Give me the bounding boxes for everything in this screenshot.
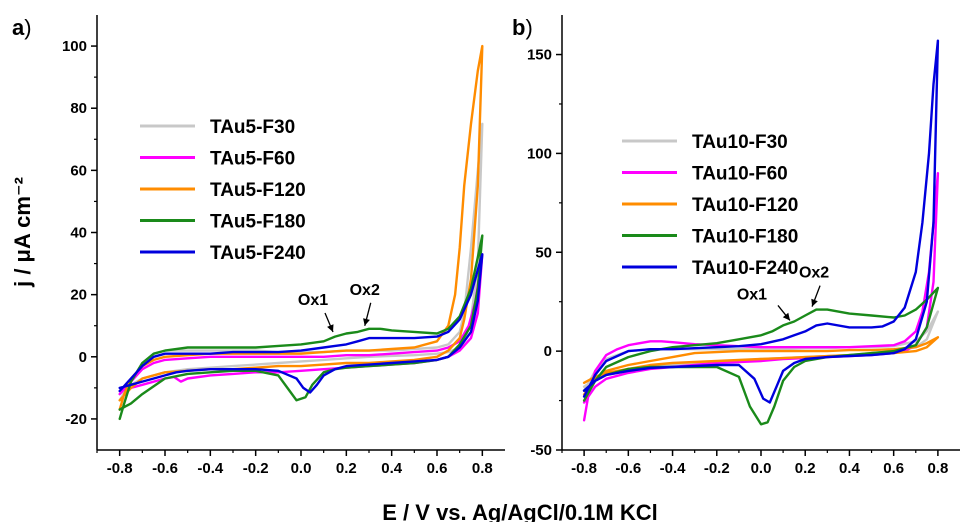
panel-b: -50 0 50 100 150 -0.8 -0.6 -0.4 -0.2 0.0 0.2 0.4 0.6…: [512, 15, 960, 477]
x-tick-label: 0.0: [751, 460, 772, 477]
legend-label: TAu5-F60: [210, 149, 295, 170]
panel-label: a): [12, 15, 32, 40]
annotation-label: Ox2: [350, 282, 380, 299]
x-tick-label: -0.8: [107, 460, 133, 477]
y-tick-label: 80: [70, 100, 87, 117]
plot-area: [118, 44, 484, 421]
annotation-arrowhead: [327, 324, 334, 332]
x-tick-label: -0.8: [571, 460, 597, 477]
legend-label: TAu10-F60: [692, 164, 788, 185]
x-tick-label: -0.6: [615, 460, 641, 477]
x-tick-label: 0.0: [291, 460, 312, 477]
annotation-label: Ox1: [298, 292, 328, 309]
y-axis-title: j / μA cm⁻²: [10, 177, 35, 288]
x-tick-label: 0.4: [381, 460, 403, 477]
x-tick-label: -0.2: [704, 460, 730, 477]
legend-label: TAu5-F240: [210, 243, 306, 264]
legend-label: TAu10-F240: [692, 258, 798, 279]
legend-label: TAu10-F120: [692, 195, 798, 216]
y-tick-label: -50: [530, 442, 552, 459]
annotation-arrowhead: [782, 312, 790, 321]
series-line: [582, 336, 940, 396]
series-line: [582, 286, 940, 426]
legend-label: TAu5-F180: [210, 212, 306, 233]
y-tick-label: 0: [544, 343, 552, 360]
x-tick-label: -0.2: [243, 460, 269, 477]
y-tick-label: 20: [70, 287, 87, 304]
x-tick-label: 0.8: [927, 460, 948, 477]
legend-label: TAu5-F120: [210, 180, 306, 201]
y-tick-label: 50: [535, 244, 552, 261]
y-tick-label: -20: [65, 411, 87, 428]
y-tick-label: 100: [62, 38, 87, 55]
plot-area: [582, 39, 940, 426]
x-tick-label: 0.4: [839, 460, 861, 477]
x-axis-title: E / V vs. Ag/AgCl/0.1M KCl: [382, 500, 657, 522]
y-tick-label: 60: [70, 162, 87, 179]
x-tick-label: 0.2: [795, 460, 816, 477]
series-line: [118, 234, 484, 421]
series-line: [582, 39, 940, 404]
x-tick-label: -0.4: [197, 460, 224, 477]
x-tick-label: -0.4: [660, 460, 687, 477]
y-tick-label: 0: [79, 349, 87, 366]
annotation-arrowhead: [363, 318, 370, 326]
panel-a: -20 0 20 40 60 80 100 -0.8 -0.6 -0.4 -0.2 0.0 0.2 0.4…: [12, 15, 505, 477]
series-line: [118, 253, 484, 394]
legend-label: TAu5-F30: [210, 117, 295, 138]
legend-label: TAu10-F30: [692, 132, 788, 153]
x-tick-label: 0.6: [427, 460, 448, 477]
annotation-arrowhead: [811, 298, 818, 307]
x-tick-label: 0.2: [336, 460, 357, 477]
legend-label: TAu10-F180: [692, 227, 798, 248]
panel-label: b): [512, 15, 533, 40]
x-tick-label: -0.6: [152, 460, 178, 477]
y-tick-label: 150: [527, 47, 552, 64]
annotation-label: Ox2: [799, 265, 829, 282]
y-tick-label: 40: [70, 225, 87, 242]
x-tick-label: 0.8: [472, 460, 493, 477]
annotation-label: Ox1: [737, 286, 767, 303]
y-tick-label: 100: [527, 145, 552, 162]
x-tick-label: 0.6: [883, 460, 904, 477]
